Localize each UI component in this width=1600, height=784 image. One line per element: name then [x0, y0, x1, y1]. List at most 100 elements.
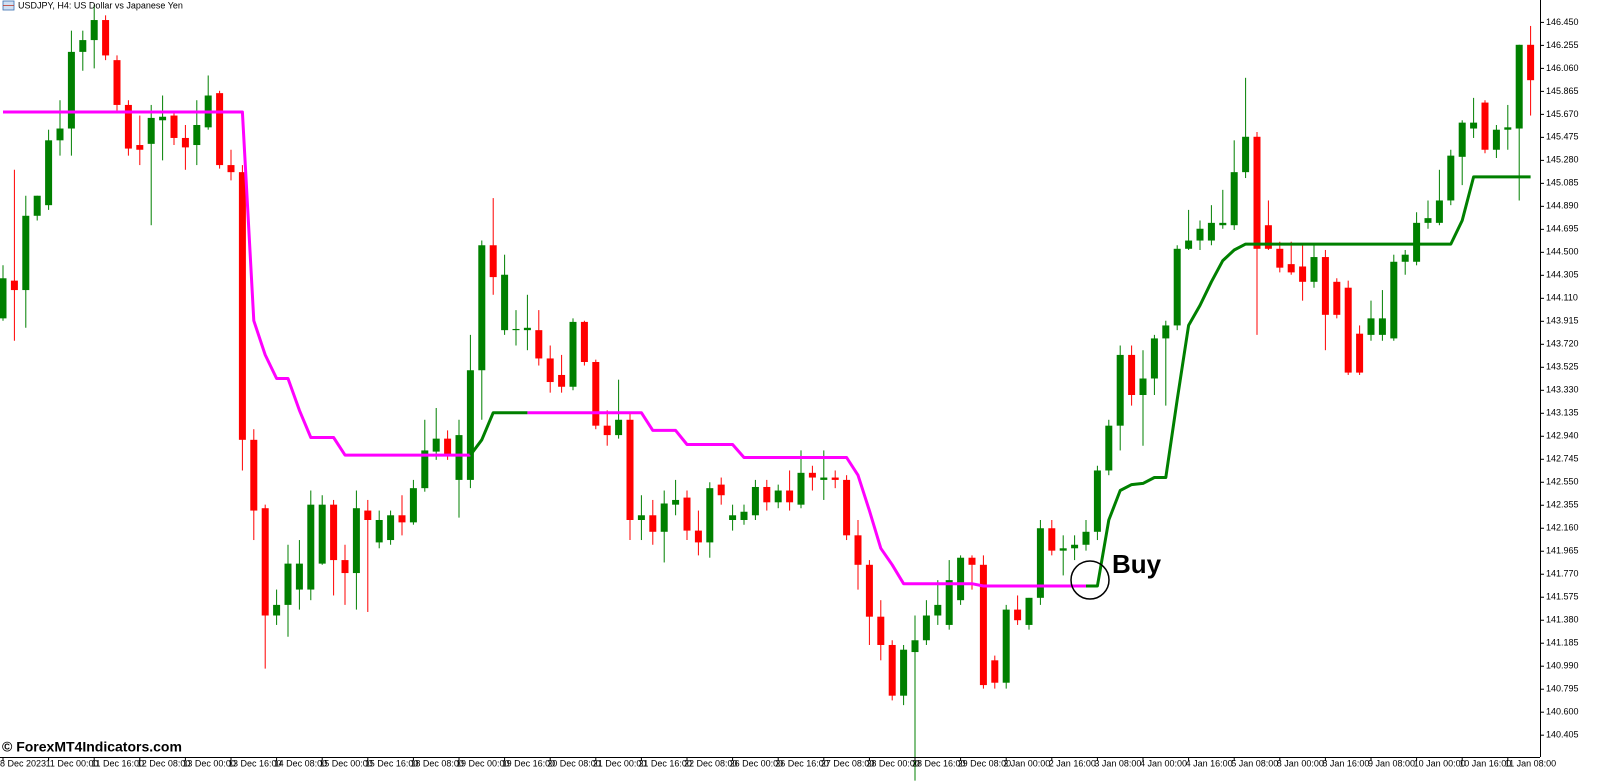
candle-body [1048, 528, 1056, 551]
x-tick-label: 15 Dec 00:00 [319, 758, 373, 768]
candle-body [1242, 136, 1250, 173]
candle-body [352, 508, 360, 574]
candle-body [261, 508, 269, 616]
candle-body [238, 172, 246, 440]
candle-body [1310, 257, 1318, 282]
candle-body [1082, 531, 1090, 545]
x-tick-label: 2 Jan 00:00 [1003, 758, 1050, 768]
candle-body [1036, 528, 1044, 598]
x-tick-label: 13 Dec 00:00 [182, 758, 236, 768]
candle-body [22, 215, 30, 291]
candle-body [603, 425, 611, 436]
candle-body [1435, 200, 1443, 223]
candle-body [1093, 470, 1101, 532]
candle-body [900, 649, 908, 696]
x-tick-label: 10 Jan 16:00 [1459, 758, 1511, 768]
candle-body [181, 137, 189, 148]
candle-body [501, 274, 509, 331]
y-tick-label: 146.450 [1546, 17, 1579, 27]
y-tick-label: 140.600 [1546, 707, 1579, 717]
y-tick-label: 142.745 [1546, 454, 1579, 464]
candle-body [1196, 228, 1204, 241]
candle-body [1116, 354, 1124, 426]
candle-body [512, 328, 520, 331]
y-tick-label: 146.060 [1546, 63, 1579, 73]
candle-body [1276, 248, 1284, 268]
x-tick-label: 8 Jan 00:00 [1277, 758, 1324, 768]
candle-body [820, 477, 828, 480]
candle-body [0, 278, 7, 319]
y-tick-label: 143.915 [1546, 316, 1579, 326]
candle-body [113, 60, 121, 105]
x-tick-label: 4 Jan 16:00 [1186, 758, 1233, 768]
candle-body [90, 20, 98, 41]
y-tick-label: 142.160 [1546, 523, 1579, 533]
candle-body [1207, 222, 1215, 241]
candle-body [1139, 378, 1147, 396]
candle-body [227, 165, 235, 173]
x-tick-label: 20 Dec 08:00 [547, 758, 601, 768]
candle-body [67, 51, 75, 129]
candle-body [945, 580, 953, 625]
signal-label: Buy [1112, 549, 1162, 579]
x-tick-label: 28 Dec 00:00 [866, 758, 920, 768]
candle-body [136, 145, 144, 150]
x-tick-label: 11 Dec 00:00 [46, 758, 99, 768]
candle-body [1014, 609, 1022, 621]
x-tick-label: 22 Dec 08:00 [684, 758, 738, 768]
candle-body [1424, 218, 1432, 223]
y-tick-label: 145.085 [1546, 178, 1579, 188]
x-tick-label: 29 Dec 08:00 [958, 758, 1012, 768]
candle-body [33, 195, 41, 216]
candle-body [216, 93, 224, 166]
indicator-line [469, 175, 1531, 588]
candle-body [979, 564, 987, 686]
candle-body [1356, 333, 1364, 373]
candle-body [1150, 338, 1158, 379]
candle-body [854, 535, 862, 565]
y-tick-label: 142.550 [1546, 477, 1579, 487]
candle-body [831, 477, 839, 480]
candle-body [295, 563, 303, 590]
candle-body [1447, 155, 1455, 201]
candle-body [1264, 225, 1272, 249]
candle-body [1299, 266, 1307, 282]
candle-body [786, 490, 794, 503]
y-tick-label: 141.185 [1546, 638, 1579, 648]
candle-body [1230, 172, 1238, 226]
indicator-line [3, 110, 1086, 588]
candle-body [1173, 248, 1181, 326]
y-tick-label: 144.305 [1546, 270, 1579, 280]
candle-body [273, 604, 281, 616]
candle-body [523, 327, 531, 331]
candle-body [193, 124, 201, 146]
candle-body [1321, 257, 1329, 315]
watermark: © ForexMT4Indicators.com [2, 739, 182, 755]
candle-body [546, 358, 554, 383]
candle-body [922, 615, 930, 641]
candle-body [615, 419, 623, 436]
candle-body [1105, 425, 1113, 471]
y-tick-label: 145.865 [1546, 86, 1579, 96]
candle-body [888, 644, 896, 696]
candle-body [706, 488, 714, 543]
chart-title: USDJPY, H4: US Dollar vs Japanese Yen [18, 0, 183, 10]
y-tick-label: 145.280 [1546, 155, 1579, 165]
candle-body [478, 245, 486, 371]
plot-area [0, 4, 1535, 781]
candle-body [957, 557, 965, 601]
candle-body [729, 515, 737, 520]
candle-body [660, 503, 668, 532]
candle-body [1504, 127, 1512, 130]
y-tick-label: 142.355 [1546, 500, 1579, 510]
candle-body [843, 479, 851, 536]
candle-body [1344, 287, 1352, 373]
y-tick-label: 145.670 [1546, 109, 1579, 119]
x-tick-label: 9 Jan 08:00 [1368, 758, 1415, 768]
y-tick-label: 145.475 [1546, 132, 1579, 142]
candle-body [250, 439, 258, 511]
x-tick-label: 14 Dec 08:00 [274, 758, 328, 768]
candle-body [489, 245, 497, 278]
